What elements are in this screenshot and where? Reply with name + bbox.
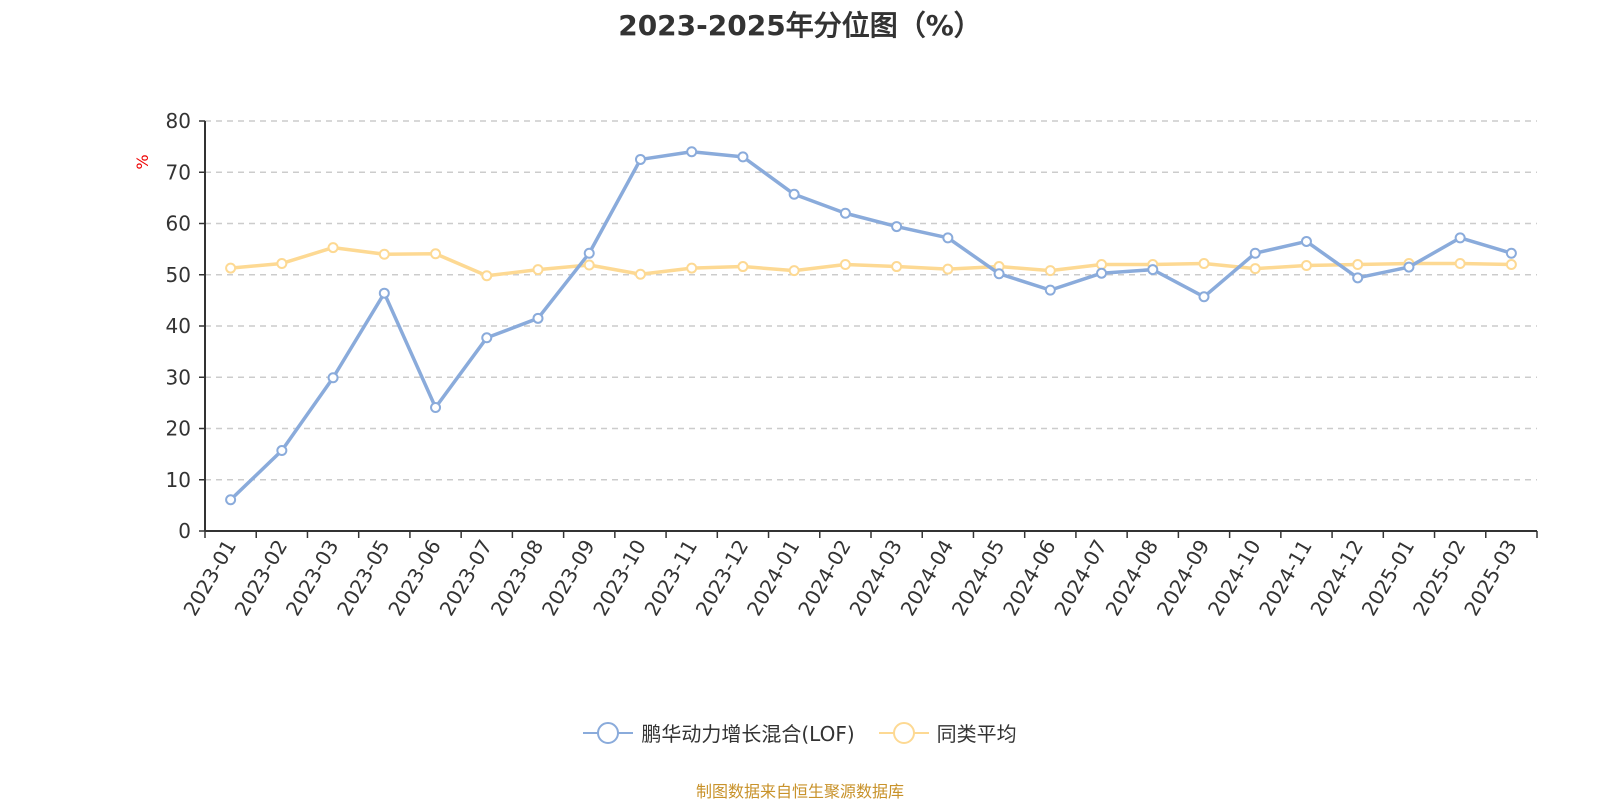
data-point xyxy=(225,494,237,506)
legend-item-average[interactable]: 同类平均 xyxy=(878,718,1017,747)
data-point xyxy=(839,259,851,270)
y-tick-label: 70 xyxy=(166,160,191,184)
series-average xyxy=(225,242,1517,282)
legend-marker-average-icon xyxy=(878,721,929,744)
data-point xyxy=(481,332,493,344)
data-point xyxy=(1249,263,1261,275)
data-point xyxy=(1352,272,1364,284)
data-point xyxy=(1198,291,1210,303)
series-line xyxy=(229,150,1512,501)
data-point xyxy=(891,221,903,233)
y-tick-label: 20 xyxy=(166,417,191,441)
data-point xyxy=(378,287,390,299)
data-point xyxy=(327,242,339,254)
data-point xyxy=(891,261,903,273)
series-line xyxy=(230,245,1512,278)
y-tick-label: 30 xyxy=(166,365,191,389)
data-point xyxy=(1249,247,1261,259)
data-point xyxy=(1505,259,1517,270)
data-point xyxy=(737,261,749,273)
y-tick-label: 50 xyxy=(166,263,191,287)
data-point xyxy=(788,265,800,277)
data-point xyxy=(532,264,544,276)
data-point xyxy=(942,232,954,244)
data-point xyxy=(686,146,698,158)
y-tick-label: 60 xyxy=(166,212,191,236)
source-note: 制图数据来自恒生聚源数据库 xyxy=(695,782,904,801)
data-point xyxy=(788,188,800,200)
data-point xyxy=(378,248,390,260)
data-point xyxy=(634,268,646,280)
legend-label-average: 同类平均 xyxy=(936,722,1017,746)
data-point xyxy=(327,372,339,384)
data-point xyxy=(839,207,851,219)
legend-label-fund: 鹏华动力增长混合(LOF) xyxy=(641,722,855,746)
data-point xyxy=(276,445,288,457)
data-point xyxy=(1300,260,1312,272)
data-point xyxy=(276,257,288,269)
data-point xyxy=(1096,259,1108,270)
data-point xyxy=(1300,235,1312,247)
legend-marker-fund-icon xyxy=(583,721,634,744)
data-point xyxy=(225,262,237,274)
data-point xyxy=(686,262,698,274)
legend-item-fund[interactable]: 鹏华动力增长混合(LOF) xyxy=(583,718,855,747)
data-point xyxy=(1454,232,1466,244)
data-point xyxy=(1454,257,1466,269)
y-tick-label: 80 xyxy=(166,109,191,133)
chart-title: 2023-2025年分位图（%） xyxy=(618,9,982,42)
y-axis-label: % xyxy=(133,154,152,169)
data-point xyxy=(1096,267,1108,279)
data-point xyxy=(1044,284,1056,296)
y-tick-label: 0 xyxy=(178,519,191,543)
data-point xyxy=(430,401,442,413)
data-point xyxy=(942,263,954,275)
series-fund xyxy=(225,146,1517,506)
data-point xyxy=(481,270,493,282)
data-point xyxy=(1044,265,1056,277)
data-point xyxy=(430,248,442,260)
y-tick-label: 10 xyxy=(166,468,191,492)
data-point xyxy=(1352,259,1364,270)
data-point xyxy=(1198,257,1210,269)
legend: 鹏华动力增长混合(LOF) 同类平均 xyxy=(0,718,1600,747)
data-point xyxy=(634,153,646,165)
data-point xyxy=(1505,247,1517,259)
data-point xyxy=(1403,261,1415,273)
data-point xyxy=(1147,264,1159,276)
data-point xyxy=(583,259,595,271)
data-point xyxy=(737,151,749,163)
data-point xyxy=(993,268,1005,280)
y-tick-label: 40 xyxy=(166,314,191,338)
data-point xyxy=(532,312,544,324)
data-point xyxy=(583,247,595,259)
